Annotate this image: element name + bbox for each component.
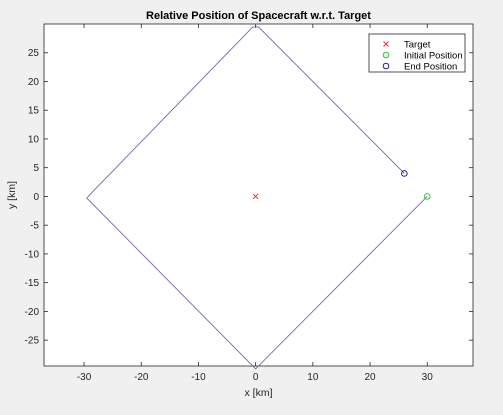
target-marker — [252, 193, 259, 200]
y-tick-label: -25 — [25, 336, 40, 347]
legend-initial-position-symbol — [382, 51, 390, 59]
chart-title: Relative Position of Spacecraft w.r.t. T… — [146, 10, 371, 22]
end-position-marker — [401, 170, 408, 177]
x-tick-label: 30 — [422, 372, 434, 383]
x-tick-label: 0 — [253, 372, 259, 383]
x-tick-label: -20 — [134, 372, 149, 383]
x-axis-label: x [km] — [245, 387, 273, 399]
y-tick-label: 10 — [28, 134, 40, 145]
legend-target-symbol — [383, 41, 389, 47]
series-layer — [86, 26, 431, 370]
legend-end-position-label: End Position — [404, 62, 457, 73]
y-tick-label: 0 — [33, 192, 39, 203]
trajectory-line — [86, 26, 428, 370]
legend-initial-position-label: Initial Position — [404, 51, 463, 62]
x-tick-label: 10 — [307, 372, 319, 383]
y-tick-label: 25 — [28, 48, 40, 59]
legend-box — [368, 33, 466, 73]
y-tick-label: -20 — [25, 307, 40, 318]
plot-area — [43, 23, 474, 367]
x-tick-label: 20 — [364, 372, 376, 383]
x-tick-label: -10 — [191, 372, 206, 383]
y-tick-label: 5 — [33, 163, 39, 174]
legend-end-position-symbol — [382, 62, 390, 70]
x-tick-label: -30 — [77, 372, 92, 383]
y-axis-label: y [km] — [6, 181, 18, 209]
y-tick-label: 20 — [28, 77, 40, 88]
y-tick-label: -5 — [30, 221, 39, 232]
y-tick-label: 15 — [28, 106, 40, 117]
axis-ticks: -30 -20 -10 0 10 20 30 -25 -20 -15 -10 -5 0 5 10 15 20 25 — [25, 24, 473, 383]
initial-position-marker — [423, 193, 431, 200]
y-tick-label: -10 — [25, 249, 40, 260]
y-tick-label: -15 — [25, 278, 40, 289]
legend-target-label: Target — [404, 40, 431, 51]
